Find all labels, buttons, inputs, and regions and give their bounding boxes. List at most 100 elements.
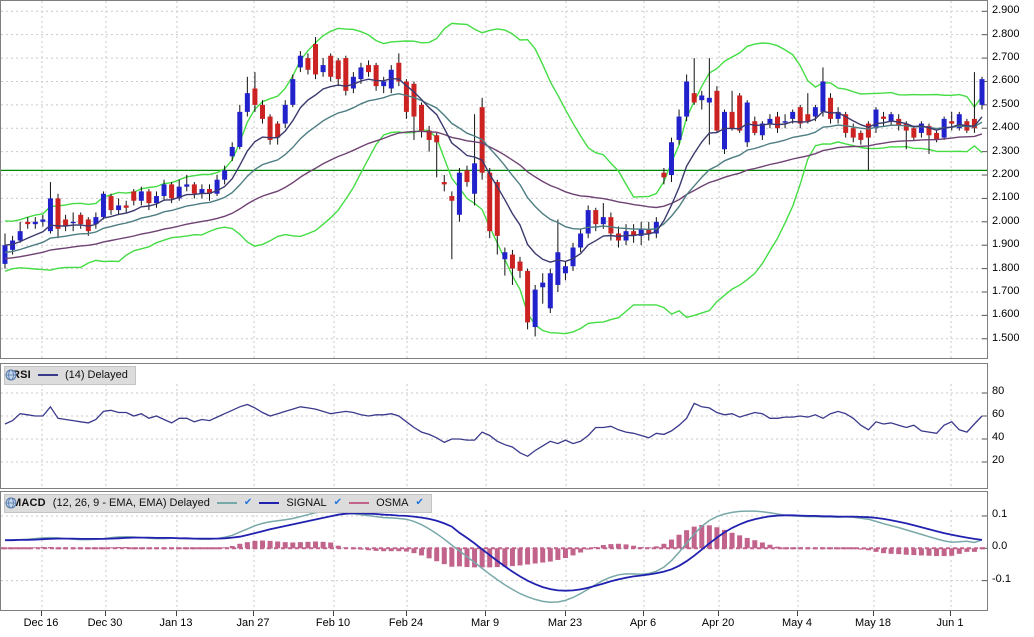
signal-visible-checkbox[interactable]: ✔ <box>333 497 343 508</box>
osma-bar <box>835 547 841 550</box>
candle-body <box>843 114 849 133</box>
osma-bar <box>964 548 970 552</box>
candle-body <box>70 221 76 224</box>
osma-bar <box>820 547 826 550</box>
date-axis-label: Jan 13 <box>159 617 193 629</box>
date-tick <box>406 611 407 616</box>
osma-bar <box>585 548 591 550</box>
candle-body <box>562 266 568 274</box>
candle-body <box>525 270 531 323</box>
macd-chart-plot[interactable] <box>1 510 987 610</box>
osma-bar <box>850 547 856 550</box>
price-axis-label: 2.000 <box>992 215 1020 227</box>
candle-body <box>131 191 137 201</box>
grid <box>1 1 987 358</box>
date-axis: Dec 16 Dec 30 Jan 13 Jan 27 Feb 10 Feb 24 Mar … <box>0 611 988 637</box>
candle-body <box>305 58 311 70</box>
osma-bar <box>949 548 955 556</box>
candle-body <box>328 55 334 77</box>
date-axis-label: Mar 23 <box>547 617 583 629</box>
osma-bar <box>873 548 879 552</box>
rsi-chart-plot[interactable] <box>1 384 987 488</box>
candle-body <box>396 62 402 82</box>
osma-bar <box>388 548 394 552</box>
osma-bar <box>47 547 53 549</box>
osma-bar <box>78 547 84 550</box>
price-axis-label: 2.200 <box>992 168 1020 180</box>
candle-body <box>17 231 23 241</box>
candle-body <box>184 184 190 187</box>
osma-bar <box>759 542 765 549</box>
osma-bar <box>608 544 614 549</box>
candle-body <box>206 189 212 194</box>
candle-body <box>600 217 606 225</box>
date-axis-label: Feb 10 <box>315 617 351 629</box>
osma-bar <box>32 547 38 549</box>
osma-bar <box>244 542 250 549</box>
candle-body <box>668 142 674 176</box>
candle-body <box>123 205 129 208</box>
osma-bar <box>297 542 303 549</box>
osma-bar <box>108 547 114 549</box>
date-axis-label: Feb 24 <box>388 617 424 629</box>
candle-body <box>55 198 61 229</box>
candle-body <box>782 121 788 123</box>
osma-bar <box>214 547 220 550</box>
osma-bar <box>199 547 205 550</box>
candle-body <box>161 184 167 197</box>
osma-bar <box>305 541 311 549</box>
candle-body <box>32 221 38 225</box>
delayed-globe-icon[interactable] <box>5 369 17 381</box>
osma-bar <box>25 547 31 550</box>
candle-body <box>85 219 91 232</box>
macd-axis-label: 0.1 <box>992 508 1008 520</box>
macd-axis-label: 0.0 <box>992 540 1008 552</box>
candle-body <box>661 172 667 178</box>
candle-body <box>434 135 440 143</box>
candles <box>2 37 985 337</box>
osma-visible-checkbox[interactable]: ✔ <box>415 497 424 508</box>
osma-bar <box>896 548 902 555</box>
candle-body <box>320 65 326 73</box>
candle-body <box>578 233 584 248</box>
osma-bar <box>396 548 402 552</box>
candle-body <box>199 189 205 194</box>
candle-body <box>229 146 235 157</box>
candle-body <box>638 228 644 236</box>
osma-bar <box>911 548 917 556</box>
candle-body <box>593 210 599 225</box>
osma-bar <box>350 547 356 550</box>
grid <box>1 510 987 610</box>
candle-body <box>631 231 637 236</box>
candle-body <box>691 93 697 103</box>
price-axis-label: 1.900 <box>992 238 1020 250</box>
price-axis-label: 2.400 <box>992 121 1020 133</box>
osma-bar <box>479 548 485 568</box>
osma-bar <box>373 548 379 551</box>
candle-body <box>949 121 955 124</box>
osma-bar <box>93 547 99 550</box>
macd-visible-checkbox[interactable]: ✔ <box>243 497 253 508</box>
candle-body <box>40 219 46 222</box>
osma-bar <box>729 532 735 549</box>
osma-bar <box>562 548 568 559</box>
candle-body <box>358 67 364 80</box>
candle-body <box>706 97 712 103</box>
candle-body <box>47 198 53 232</box>
price-chart-plot[interactable] <box>1 1 987 358</box>
rsi-params: (14) Delayed <box>64 369 128 381</box>
rsi-line <box>4 402 983 458</box>
osma-bar <box>237 543 243 549</box>
osma-bar <box>790 547 796 550</box>
osma-bar <box>320 541 326 549</box>
candle-body <box>570 247 576 267</box>
price-axis-label: 1.700 <box>992 285 1020 297</box>
candle-body <box>805 114 811 122</box>
date-axis-label: Mar 9 <box>470 617 500 629</box>
delayed-globe-icon[interactable] <box>5 497 17 509</box>
osma-bar <box>797 547 803 550</box>
osma-bar <box>191 547 197 550</box>
date-tick <box>873 611 874 616</box>
osma-bar <box>10 547 16 550</box>
candle-body <box>775 116 781 129</box>
